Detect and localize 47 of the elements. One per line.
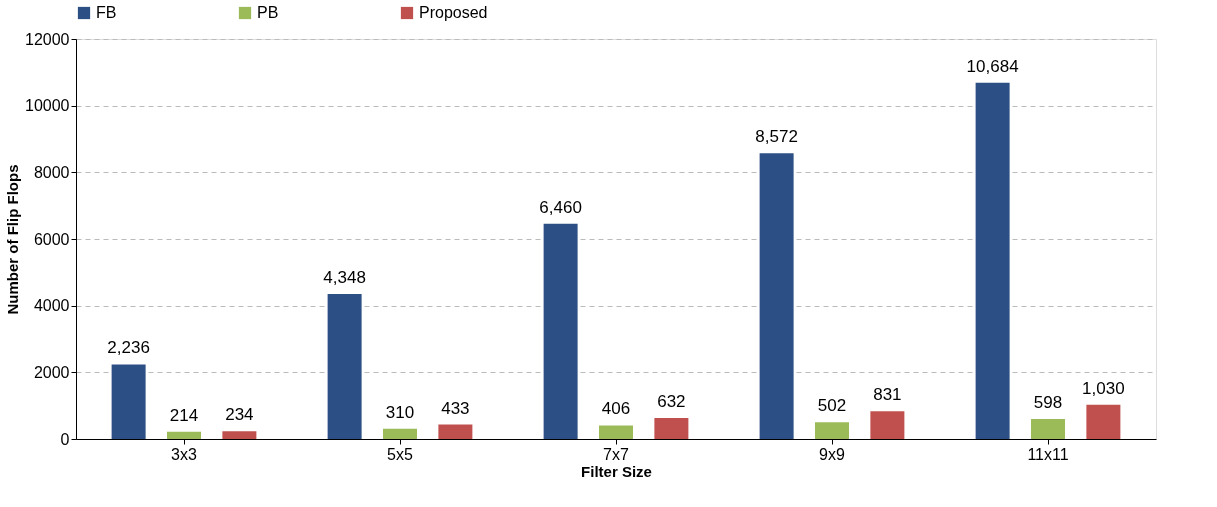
bar xyxy=(327,294,362,439)
data-label: 310 xyxy=(385,402,415,422)
bar xyxy=(1086,404,1121,439)
legend-label: Proposed xyxy=(419,4,488,21)
data-label: 4,348 xyxy=(323,268,366,288)
bar xyxy=(383,428,417,439)
data-label: 632 xyxy=(657,391,686,411)
data-label: 234 xyxy=(225,405,254,425)
data-label: 214 xyxy=(169,405,199,425)
data-label: 2,236 xyxy=(107,338,150,358)
x-axis-title: Filter Size xyxy=(581,462,652,480)
bar xyxy=(870,411,905,439)
y-tick-label: 12000 xyxy=(25,30,70,48)
y-tick-label: 4000 xyxy=(33,297,70,315)
bar xyxy=(759,153,794,439)
bar xyxy=(815,422,849,439)
legend-label: PB xyxy=(257,4,279,21)
bar xyxy=(1031,419,1065,439)
y-tick-label: 10000 xyxy=(25,97,70,115)
y-tick-label: 0 xyxy=(60,430,70,448)
y-axis-title: Number of Flip Flops xyxy=(4,164,22,315)
bar xyxy=(654,417,689,439)
data-label: 10,684 xyxy=(966,56,1019,76)
data-label: 8,572 xyxy=(755,127,798,147)
x-tick-label: 9x9 xyxy=(819,445,845,463)
bar xyxy=(599,425,633,439)
data-label: 598 xyxy=(1033,393,1063,413)
bar xyxy=(543,223,578,439)
data-label: 6,460 xyxy=(539,197,582,217)
legend-label: FB xyxy=(96,4,117,21)
data-label: 831 xyxy=(873,385,902,405)
bar xyxy=(111,364,146,439)
data-label: 406 xyxy=(601,399,631,419)
y-tick-label: 8000 xyxy=(33,163,70,181)
data-label: 502 xyxy=(817,396,847,416)
bar xyxy=(975,82,1010,439)
bar xyxy=(167,431,201,439)
y-tick-label: 2000 xyxy=(33,363,70,381)
data-label: 1,030 xyxy=(1082,378,1125,398)
x-tick-label: 5x5 xyxy=(387,445,413,463)
data-label: 433 xyxy=(441,398,470,418)
y-tick-label: 6000 xyxy=(33,230,70,248)
x-tick-label: 7x7 xyxy=(603,445,629,463)
x-tick-label: 11x11 xyxy=(1027,445,1069,463)
bar xyxy=(222,431,257,439)
bar xyxy=(438,424,473,439)
x-tick-label: 3x3 xyxy=(171,445,197,463)
